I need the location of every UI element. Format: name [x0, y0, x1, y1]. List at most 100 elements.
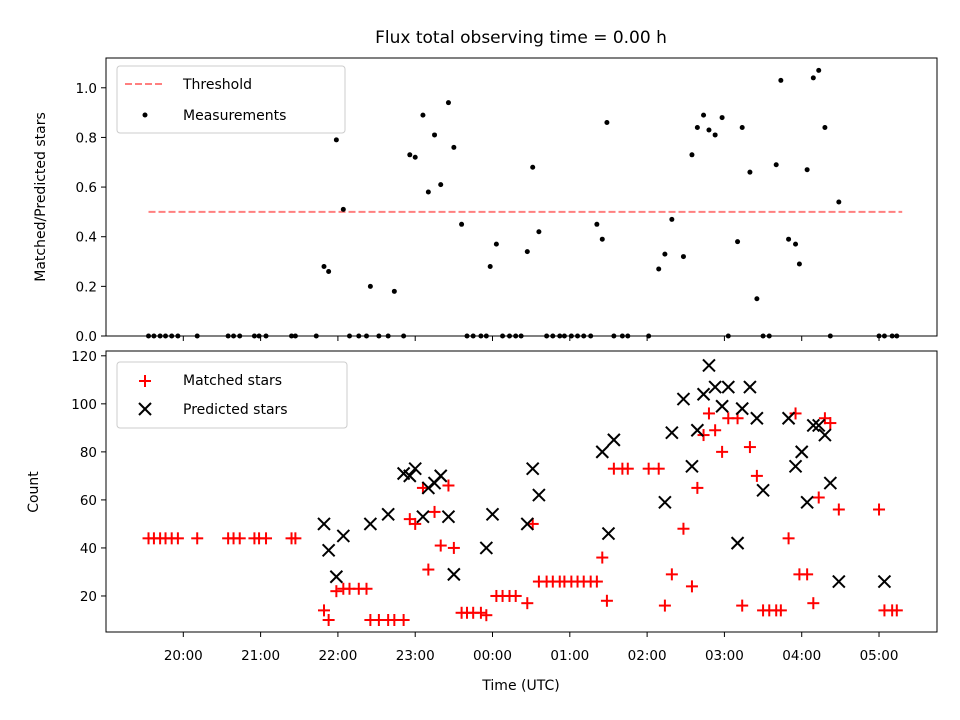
predicted-star-point [434, 469, 448, 483]
predicted-star-point [317, 517, 331, 531]
predicted-star-point [441, 510, 456, 524]
matched-star-point [474, 606, 487, 619]
matched-star-point [807, 597, 820, 610]
matched-star-point [873, 503, 886, 516]
matched-star-point [621, 462, 634, 475]
measurement-point [706, 127, 712, 133]
legend-predicted-label: Predicted stars [183, 402, 288, 418]
measurement-point [689, 152, 695, 158]
measurement-point [326, 268, 332, 274]
bottom-x-ticks: 20:00 21:00 22:00 23:00 00:00 01:00 02:00 03:00… [164, 632, 898, 664]
matched-star-point [801, 568, 814, 581]
matched-star-point [600, 594, 613, 607]
measurement-point [412, 154, 418, 160]
legend-measurements-swatch [142, 112, 148, 118]
matched-star-point [782, 532, 795, 545]
matched-star-point [442, 479, 455, 492]
matched-star-point [750, 469, 763, 482]
x-tick-label: 20:00 [164, 648, 203, 664]
top-y-ticks: 0.0 0.2 0.4 0.6 0.8 1.0 [76, 81, 880, 345]
matched-star-point [677, 522, 690, 535]
matched-star-point [322, 613, 335, 626]
predicted-star-point [800, 495, 814, 510]
top-y-tick-label: 0.8 [76, 130, 97, 146]
chart-title: Flux total observing time = 0.00 h [375, 28, 667, 48]
predicted-star-point [381, 507, 395, 522]
bottom-plot-area [142, 358, 903, 626]
bottom-y-tick-label: 120 [71, 349, 97, 365]
matched-star-point [812, 491, 825, 504]
top-y-tick-label: 0.2 [76, 279, 97, 295]
predicted-star-point [363, 517, 378, 531]
measurement-point [432, 132, 438, 138]
x-tick-label: 21:00 [241, 648, 280, 664]
predicted-star-point [702, 358, 716, 373]
measurement-point [445, 100, 451, 106]
matched-star-point [691, 481, 704, 494]
matched-star-point [774, 604, 787, 617]
measurement-point [604, 120, 610, 126]
predicted-star-point [696, 387, 711, 401]
measurement-point [680, 254, 686, 260]
measurement-point [796, 261, 802, 267]
predicted-star-point [823, 476, 838, 490]
matched-star-point [789, 407, 802, 420]
measurement-point [735, 239, 741, 245]
predicted-star-point [743, 380, 757, 394]
matched-star-point [171, 532, 184, 545]
measurement-point [451, 144, 457, 150]
matched-star-point [289, 532, 302, 545]
predicted-star-point [730, 536, 745, 550]
measurement-point [810, 75, 816, 81]
predicted-star-point [447, 567, 461, 582]
bottom-y-tick-label: 100 [71, 397, 97, 413]
matched-star-point [743, 441, 756, 454]
predicted-star-point [403, 469, 417, 483]
x-tick-label: 22:00 [318, 648, 357, 664]
matched-star-point [832, 503, 845, 516]
matched-star-point [590, 575, 603, 588]
predicted-star-point [877, 574, 892, 589]
predicted-star-point [520, 517, 535, 531]
bottom-y-tick-label: 20 [80, 589, 97, 605]
matched-star-point [434, 539, 447, 552]
matched-star-point [317, 604, 330, 617]
measurement-point [694, 125, 700, 130]
legend-measurements-label: Measurements [183, 108, 286, 124]
predicted-star-point [818, 428, 832, 442]
measurement-point [739, 125, 745, 130]
bottom-y-ticks: 20 40 60 80 100 120 [71, 349, 106, 605]
measurement-point [822, 125, 828, 130]
measurement-point [391, 288, 397, 294]
measurement-point [536, 229, 542, 235]
predicted-star-point [479, 541, 494, 555]
top-panel: 0.0 0.2 0.4 0.6 0.8 1.0 Matched/Predicted sta… [33, 57, 938, 345]
matched-star-point [480, 609, 493, 622]
predicted-star-point [781, 411, 796, 425]
top-legend: Threshold Measurements [116, 65, 346, 134]
measurement-point [340, 206, 346, 212]
matched-star-point [360, 582, 373, 595]
measurement-point [438, 182, 444, 188]
top-y-axis-label: Matched/Predicted stars [33, 112, 49, 282]
measurement-point [599, 236, 605, 242]
measurement-point [367, 283, 373, 289]
matched-star-point [397, 613, 410, 626]
predicted-star-point [336, 529, 351, 543]
predicted-star-point [795, 445, 809, 459]
bottom-legend: Matched stars Predicted stars [116, 361, 348, 429]
predicted-star-point [812, 418, 826, 433]
predicted-star-point [658, 495, 672, 510]
top-y-tick-label: 0.6 [76, 180, 97, 196]
x-tick-label: 23:00 [396, 648, 435, 664]
measurement-point [493, 241, 499, 247]
predicted-star-point [806, 418, 821, 433]
measurement-point [333, 137, 339, 143]
predicted-star-point [321, 543, 336, 558]
matched-star-point [509, 589, 522, 602]
matched-star-point [330, 585, 343, 598]
legend-predicted-swatch [138, 402, 152, 416]
predicted-star-point [708, 380, 722, 394]
bottom-panel: 20 40 60 80 100 120 20:00 21:00 22:00 23:00 00:00… [26, 349, 938, 694]
